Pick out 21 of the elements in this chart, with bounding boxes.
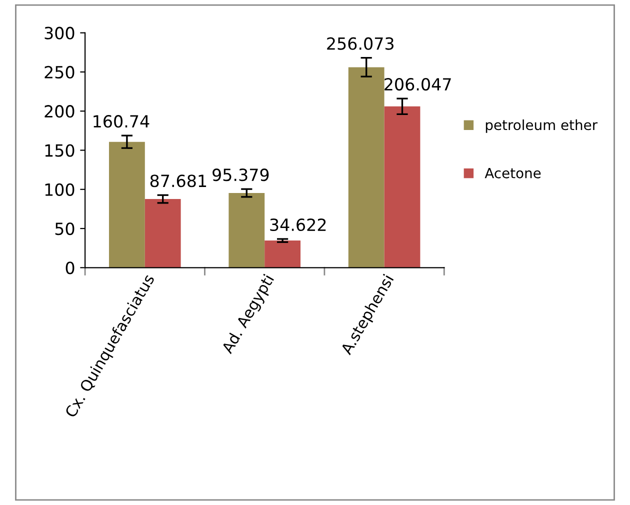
y-tick-label: 0 xyxy=(66,262,74,274)
bar xyxy=(228,192,265,268)
legend-label: Acetone xyxy=(484,168,541,178)
legend-label: petroleum ether xyxy=(486,119,598,133)
data-label: 160.74 xyxy=(94,115,150,128)
data-label: 256.073 xyxy=(327,37,394,50)
bar xyxy=(348,67,384,268)
data-label: 34.622 xyxy=(270,218,326,232)
y-tick-label: 200 xyxy=(44,105,74,118)
data-label: 87.681 xyxy=(150,174,206,188)
data-label: 95.379 xyxy=(212,168,269,182)
y-tick-label: 250 xyxy=(44,66,74,79)
bar xyxy=(108,142,145,268)
bar xyxy=(144,199,181,268)
data-label: 206.047 xyxy=(384,78,451,91)
y-tick-label: 50 xyxy=(55,222,74,236)
bar xyxy=(264,240,301,268)
y-tick-label: 150 xyxy=(45,144,74,157)
y-tick-label: 300 xyxy=(44,26,74,40)
y-tick-label: 100 xyxy=(45,183,74,196)
bar xyxy=(384,106,420,268)
